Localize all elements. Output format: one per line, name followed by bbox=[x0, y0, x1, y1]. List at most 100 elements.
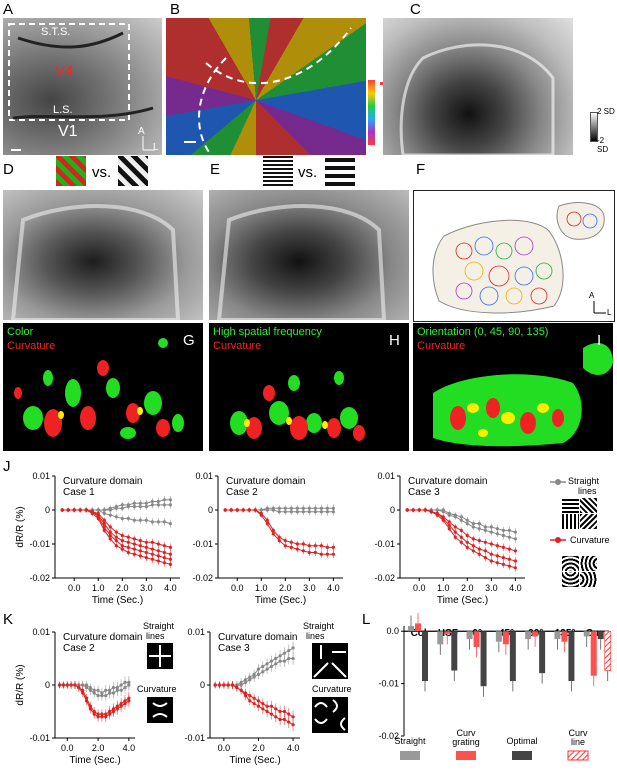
data-point bbox=[471, 544, 475, 548]
data-point bbox=[331, 552, 335, 556]
data-point bbox=[291, 723, 295, 727]
data-point bbox=[102, 528, 106, 532]
data-point bbox=[477, 547, 481, 551]
data-point bbox=[138, 544, 142, 548]
data-point bbox=[289, 545, 293, 549]
data-point bbox=[162, 520, 166, 524]
data-point bbox=[291, 656, 295, 661]
data-point bbox=[108, 508, 112, 512]
data-point bbox=[278, 717, 282, 722]
data-point bbox=[289, 506, 293, 510]
data-point bbox=[495, 544, 499, 548]
data-point bbox=[269, 659, 274, 663]
data-point bbox=[465, 540, 469, 544]
data-point bbox=[307, 544, 311, 548]
data-point bbox=[168, 545, 172, 549]
data-point bbox=[441, 518, 445, 522]
data-point bbox=[114, 535, 118, 539]
panel-g-overlap-map: Color Curvature G bbox=[3, 323, 203, 451]
data-point bbox=[108, 530, 112, 534]
data-point bbox=[108, 533, 112, 538]
data-point bbox=[265, 667, 269, 671]
data-point bbox=[307, 550, 311, 555]
data-point bbox=[81, 688, 85, 692]
data-point bbox=[168, 557, 172, 561]
data-point bbox=[489, 530, 493, 534]
series-straight-lines bbox=[60, 500, 172, 513]
data-point bbox=[248, 699, 252, 703]
panel-d-color-map bbox=[3, 190, 203, 320]
y-axis-label: dR/R (%) bbox=[15, 664, 26, 705]
panel-f-contours bbox=[432, 202, 606, 314]
data-point bbox=[261, 701, 265, 706]
chart-title-line: Case 2 bbox=[226, 487, 258, 498]
legend-label: grating bbox=[452, 737, 480, 747]
data-point bbox=[247, 508, 251, 512]
data-point bbox=[119, 701, 123, 706]
data-point bbox=[291, 715, 295, 719]
chart-title-line: Curvature domain bbox=[218, 632, 297, 643]
j-stimulus-straight-icons bbox=[562, 498, 598, 530]
chart-title-line: Case 2 bbox=[63, 643, 95, 654]
data-point bbox=[459, 528, 463, 532]
data-point bbox=[295, 542, 299, 546]
data-point bbox=[477, 552, 481, 556]
j-legend-curvature-label: Curvature bbox=[570, 535, 610, 545]
orient-label-a: A bbox=[138, 126, 145, 137]
data-point bbox=[261, 707, 265, 711]
data-point bbox=[313, 550, 317, 555]
legend-swatch bbox=[400, 751, 420, 760]
x-tick-label: 2.0 bbox=[279, 583, 292, 593]
data-point bbox=[501, 545, 505, 549]
x-tick-label: 4.0 bbox=[327, 583, 340, 593]
x-tick-label: 4.0 bbox=[287, 743, 300, 753]
legend-label: Straight bbox=[394, 736, 426, 746]
data-point bbox=[235, 508, 239, 512]
y-tick-label: 0 bbox=[390, 505, 395, 515]
x-tick-label: 3.0 bbox=[303, 583, 316, 593]
data-point bbox=[108, 709, 112, 714]
x-axis-label: Time (Sec.) bbox=[437, 595, 488, 606]
data-point bbox=[111, 707, 116, 711]
x-tick-label: 0.0 bbox=[231, 583, 244, 593]
y-tick-label: 0.01 bbox=[195, 471, 213, 481]
chart-title-line: Curvature domain bbox=[226, 476, 305, 487]
data-point bbox=[274, 715, 278, 719]
data-point bbox=[441, 510, 445, 514]
data-point bbox=[65, 683, 69, 687]
data-point bbox=[283, 544, 287, 548]
panel-label-j: J bbox=[3, 458, 11, 475]
roi-dashed-box bbox=[8, 23, 130, 121]
j-stimulus-curvature-icons bbox=[562, 556, 598, 588]
y-tick-label: -0.01 bbox=[378, 679, 399, 689]
data-point bbox=[92, 709, 96, 714]
bar-curv-line bbox=[604, 630, 612, 671]
data-point bbox=[287, 656, 291, 661]
color-gradient-bar bbox=[368, 80, 375, 145]
k2-legend-curvature: Curvature bbox=[312, 684, 352, 694]
f-orient-a: A bbox=[589, 291, 595, 300]
data-point bbox=[114, 515, 118, 519]
bar-optimal bbox=[480, 631, 487, 687]
panel-h-overlap-map: High spatial frequency Curvature H bbox=[209, 323, 409, 451]
j-legend-curvature-marker bbox=[555, 537, 561, 543]
data-point bbox=[132, 542, 136, 546]
data-point bbox=[156, 549, 160, 553]
chart-title-line: Curvature domain bbox=[63, 632, 142, 643]
data-point bbox=[417, 508, 421, 512]
data-point bbox=[239, 688, 243, 692]
data-point bbox=[252, 701, 256, 706]
data-point bbox=[513, 566, 517, 570]
y-tick-label: -0.01 bbox=[29, 733, 50, 743]
panel-label-a: A bbox=[3, 1, 14, 18]
data-point bbox=[120, 503, 124, 507]
x-axis-label: Time (Sec.) bbox=[69, 755, 120, 766]
data-point bbox=[453, 525, 457, 529]
data-point bbox=[283, 510, 287, 514]
data-point bbox=[465, 545, 469, 549]
data-point bbox=[507, 564, 511, 568]
data-point bbox=[269, 704, 274, 708]
panel-label-d: D bbox=[3, 161, 14, 178]
h-label-hsf: High spatial frequency bbox=[213, 326, 322, 338]
